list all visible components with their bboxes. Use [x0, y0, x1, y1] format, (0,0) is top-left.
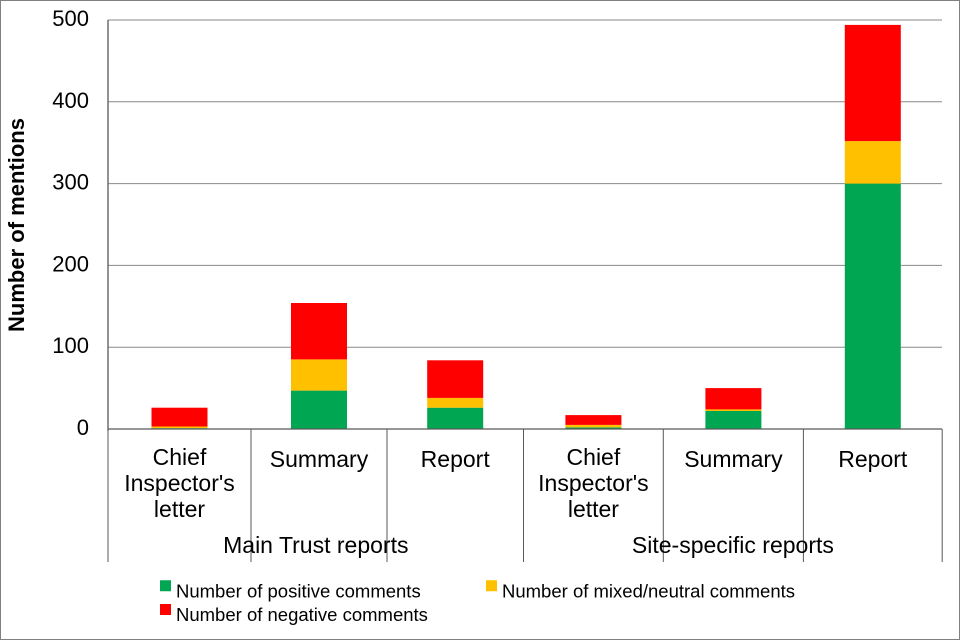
- svg-text:Inspector's: Inspector's: [538, 470, 649, 496]
- svg-text:letter: letter: [154, 496, 205, 522]
- svg-text:400: 400: [52, 88, 89, 113]
- svg-text:Report: Report: [838, 446, 908, 472]
- svg-text:300: 300: [52, 170, 89, 195]
- svg-text:Chief: Chief: [567, 444, 621, 470]
- svg-text:Number of positive comments: Number of positive comments: [176, 581, 421, 602]
- svg-text:Number of mentions: Number of mentions: [4, 118, 29, 332]
- svg-text:Summary: Summary: [684, 446, 783, 472]
- svg-text:0: 0: [77, 415, 89, 440]
- svg-text:500: 500: [52, 6, 89, 31]
- svg-text:Report: Report: [421, 446, 491, 472]
- svg-text:Number of mixed/neutral commen: Number of mixed/neutral comments: [502, 581, 795, 602]
- svg-text:Main Trust reports: Main Trust reports: [223, 532, 408, 558]
- svg-text:Chief: Chief: [153, 444, 207, 470]
- svg-text:letter: letter: [568, 496, 619, 522]
- svg-text:200: 200: [52, 251, 89, 276]
- svg-text:Site-specific reports: Site-specific reports: [632, 532, 834, 558]
- svg-text:Summary: Summary: [270, 446, 369, 472]
- svg-text:Inspector's: Inspector's: [124, 470, 235, 496]
- svg-text:100: 100: [52, 333, 89, 358]
- svg-text:Number of negative comments: Number of negative comments: [176, 604, 428, 625]
